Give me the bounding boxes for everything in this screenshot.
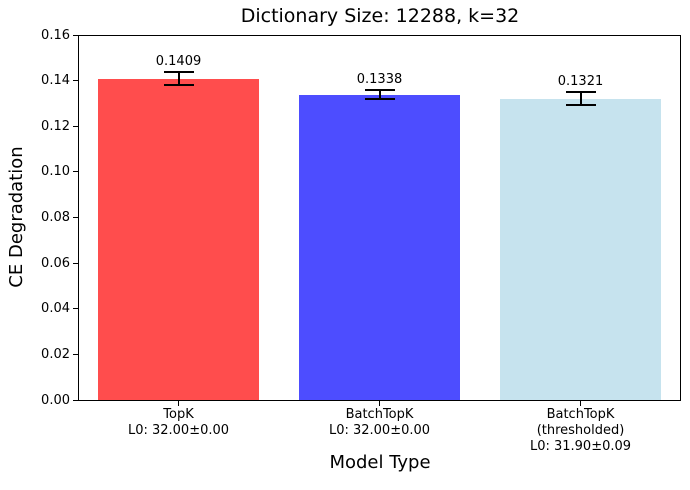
y-tick-label: 0.08	[41, 210, 70, 225]
error-bar	[177, 71, 180, 86]
bar-value-label: 0.1409	[155, 53, 202, 69]
error-bar-cap-top	[565, 90, 596, 93]
error-bar	[378, 90, 381, 100]
error-bar-cap-top	[364, 89, 395, 92]
y-tick	[73, 399, 78, 401]
y-tick	[73, 125, 78, 127]
y-tick-label: 0.16	[41, 27, 70, 43]
chart-title: Dictionary Size: 12288, k=32	[240, 5, 520, 27]
x-tick	[178, 401, 179, 406]
y-tick	[73, 262, 78, 264]
error-bar	[579, 91, 582, 106]
error-bar-cap-bottom	[565, 104, 596, 107]
error-bar-cap-bottom	[163, 84, 194, 87]
y-tick	[73, 34, 78, 36]
x-tick-label: BatchTopK (thresholded) L0: 31.90±0.09	[529, 407, 632, 454]
y-tick-label: 0.14	[41, 73, 70, 89]
y-tick-label: 0.10	[41, 164, 70, 180]
x-tick	[580, 401, 581, 406]
y-tick-label: 0.12	[41, 118, 70, 134]
bar-value-label: 0.1338	[356, 72, 403, 88]
y-tick	[73, 171, 78, 173]
bar	[98, 78, 259, 400]
x-axis-label: Model Type	[329, 452, 431, 473]
y-tick-label: 0.02	[41, 346, 70, 362]
y-tick-label: 0.06	[41, 255, 70, 271]
x-tick	[379, 401, 380, 406]
y-tick	[73, 353, 78, 355]
x-tick-label: BatchTopK L0: 32.00±0.00	[328, 407, 431, 438]
bar	[299, 94, 460, 400]
y-tick-label: 0.04	[41, 301, 70, 317]
bar	[500, 98, 661, 400]
error-bar-cap-top	[163, 70, 194, 73]
y-tick	[73, 217, 78, 218]
y-tick	[73, 80, 78, 82]
y-tick	[73, 308, 78, 310]
x-tick-label: TopK L0: 32.00±0.00	[127, 407, 230, 438]
y-tick-label: 0.00	[41, 392, 70, 408]
error-bar-cap-bottom	[364, 98, 395, 101]
y-axis-label-text: CE Degradation	[6, 146, 27, 288]
bar-value-label: 0.1321	[557, 73, 604, 89]
